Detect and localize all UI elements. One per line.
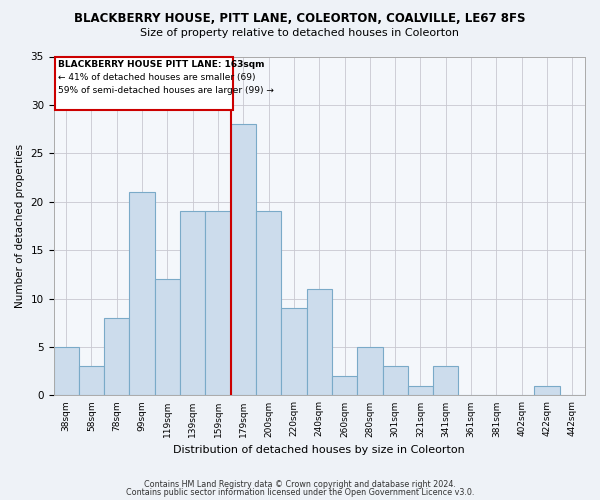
Bar (332, 376, 357, 396)
Text: BLACKBERRY HOUSE PITT LANE: 163sqm: BLACKBERRY HOUSE PITT LANE: 163sqm (58, 60, 265, 70)
Bar (230, 124, 256, 396)
Text: ← 41% of detached houses are smaller (69): ← 41% of detached houses are smaller (69… (58, 73, 256, 82)
Text: BLACKBERRY HOUSE, PITT LANE, COLEORTON, COALVILLE, LE67 8FS: BLACKBERRY HOUSE, PITT LANE, COLEORTON, … (74, 12, 526, 26)
Text: 59% of semi-detached houses are larger (99) →: 59% of semi-detached houses are larger (… (58, 86, 274, 94)
Bar (383, 366, 408, 396)
Bar (180, 212, 205, 396)
Text: Contains HM Land Registry data © Crown copyright and database right 2024.: Contains HM Land Registry data © Crown c… (144, 480, 456, 489)
Bar (53, 347, 79, 396)
Text: Contains public sector information licensed under the Open Government Licence v3: Contains public sector information licen… (126, 488, 474, 497)
Bar (256, 212, 281, 396)
Bar (433, 366, 458, 396)
Bar (281, 308, 307, 396)
Bar (357, 347, 383, 396)
Y-axis label: Number of detached properties: Number of detached properties (15, 144, 25, 308)
Bar (130, 192, 155, 396)
Bar (79, 366, 104, 396)
Text: Size of property relative to detached houses in Coleorton: Size of property relative to detached ho… (140, 28, 460, 38)
Bar (205, 212, 230, 396)
Bar (155, 279, 180, 396)
Bar (408, 386, 433, 396)
Bar (535, 386, 560, 396)
FancyBboxPatch shape (55, 56, 233, 110)
Bar (307, 289, 332, 396)
X-axis label: Distribution of detached houses by size in Coleorton: Distribution of detached houses by size … (173, 445, 465, 455)
Bar (104, 318, 130, 396)
